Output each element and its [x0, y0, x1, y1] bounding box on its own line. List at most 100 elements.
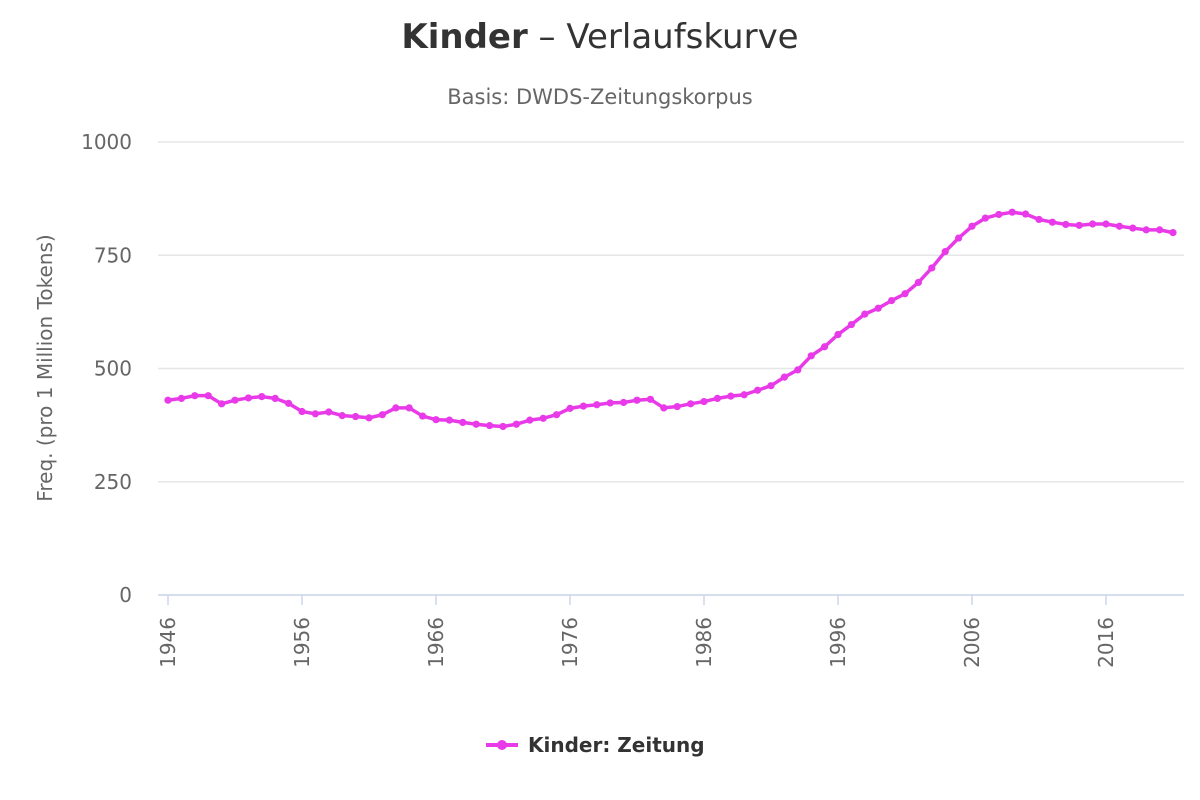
data-point[interactable] [1075, 221, 1083, 229]
x-axis-ticks: 1946 1956 1966 1976 1986 1996 2006 2016 [156, 595, 1118, 668]
data-point[interactable] [646, 395, 655, 403]
data-point[interactable] [941, 248, 949, 256]
data-point[interactable] [1035, 215, 1043, 224]
data-point[interactable] [472, 420, 480, 428]
data-point[interactable] [821, 343, 829, 351]
data-point[interactable] [780, 373, 789, 381]
data-point[interactable] [244, 394, 252, 402]
data-point[interactable] [687, 400, 695, 408]
data-point[interactable] [1089, 220, 1097, 228]
data-point[interactable] [955, 234, 963, 242]
data-point[interactable] [539, 414, 547, 422]
y-tick-label: 0 [119, 583, 132, 607]
data-point[interactable] [888, 296, 896, 305]
data-point[interactable] [901, 290, 909, 298]
data-point[interactable] [526, 416, 534, 424]
data-point[interactable] [1022, 210, 1030, 218]
data-point[interactable] [1102, 220, 1110, 228]
data-point[interactable] [512, 420, 521, 428]
data-point[interactable] [620, 398, 628, 407]
data-point[interactable] [767, 382, 775, 390]
data-point[interactable] [606, 399, 614, 407]
data-point[interactable] [419, 412, 427, 420]
data-point[interactable] [794, 366, 802, 374]
chart-title: Kinder – Verlaufskurve [401, 17, 798, 57]
data-point[interactable] [459, 418, 467, 427]
data-point[interactable] [633, 396, 641, 404]
data-point[interactable] [861, 310, 869, 318]
data-point[interactable] [445, 416, 453, 424]
data-point[interactable] [365, 414, 373, 422]
data-point[interactable] [713, 394, 722, 402]
legend-swatch-marker [497, 740, 507, 750]
data-point[interactable] [579, 402, 588, 410]
data-point[interactable] [499, 422, 507, 431]
data-point[interactable] [231, 396, 239, 404]
x-tick-label: 1966 [424, 617, 448, 668]
data-point[interactable] [673, 402, 681, 411]
y-tick-label: 250 [94, 470, 132, 494]
data-point[interactable] [218, 400, 226, 408]
data-point[interactable] [298, 407, 306, 416]
data-point[interactable] [1169, 229, 1177, 237]
data-point[interactable] [968, 222, 976, 230]
data-point[interactable] [177, 394, 185, 402]
data-point[interactable] [928, 264, 936, 272]
series-layer [164, 208, 1177, 431]
legend-label: Kinder: Zeitung [528, 733, 705, 757]
data-point[interactable] [847, 320, 856, 329]
data-point[interactable] [432, 416, 440, 424]
data-point[interactable] [834, 330, 842, 339]
data-point[interactable] [1142, 226, 1150, 234]
data-point[interactable] [338, 412, 346, 420]
x-tick-label: 2006 [960, 617, 984, 668]
data-point[interactable] [740, 391, 748, 399]
y-tick-label: 1000 [81, 130, 132, 154]
data-point[interactable] [204, 392, 212, 400]
data-point[interactable] [325, 408, 333, 416]
data-point[interactable] [271, 394, 279, 402]
data-point[interactable] [995, 210, 1003, 219]
data-point[interactable] [405, 404, 413, 412]
x-tick-label: 1946 [156, 617, 180, 668]
y-axis-ticks: 0 250 500 750 1000 [81, 130, 132, 607]
data-point[interactable] [285, 399, 293, 407]
chart-title-rest: – Verlaufskurve [528, 17, 799, 57]
data-point[interactable] [914, 278, 923, 287]
data-point[interactable] [727, 392, 735, 400]
x-tick-label: 1996 [826, 617, 850, 668]
data-point[interactable] [1048, 218, 1056, 226]
data-point[interactable] [1115, 222, 1123, 230]
data-point[interactable] [258, 392, 266, 401]
data-point[interactable] [981, 214, 990, 222]
data-point[interactable] [566, 404, 574, 412]
data-point[interactable] [486, 421, 494, 430]
x-tick-label: 2016 [1094, 617, 1118, 668]
data-point[interactable] [553, 411, 561, 419]
data-point[interactable] [660, 404, 668, 412]
chart-title-keyword: Kinder [401, 17, 528, 57]
data-point[interactable] [1062, 220, 1070, 229]
data-point[interactable] [164, 396, 172, 404]
x-tick-label: 1976 [558, 617, 582, 668]
data-point[interactable] [754, 386, 762, 394]
x-tick-label: 1956 [290, 617, 314, 668]
data-point[interactable] [311, 410, 319, 418]
data-point[interactable] [392, 404, 400, 412]
data-point[interactable] [700, 397, 708, 406]
data-point[interactable] [191, 392, 199, 400]
y-axis-title: Freq. (pro 1 Million Tokens) [33, 234, 57, 501]
data-point[interactable] [593, 401, 601, 409]
data-point[interactable] [1129, 224, 1137, 232]
grid-lines [158, 141, 1184, 596]
chart-subtitle: Basis: DWDS-Zeitungskorpus [447, 85, 753, 109]
data-point[interactable] [1156, 226, 1164, 234]
data-point[interactable] [378, 411, 386, 419]
data-point[interactable] [1008, 208, 1016, 216]
data-point[interactable] [807, 352, 815, 360]
data-point[interactable] [874, 304, 882, 312]
data-point[interactable] [352, 412, 360, 421]
legend[interactable]: Kinder: Zeitung [486, 733, 705, 757]
x-tick-label: 1986 [692, 617, 716, 668]
